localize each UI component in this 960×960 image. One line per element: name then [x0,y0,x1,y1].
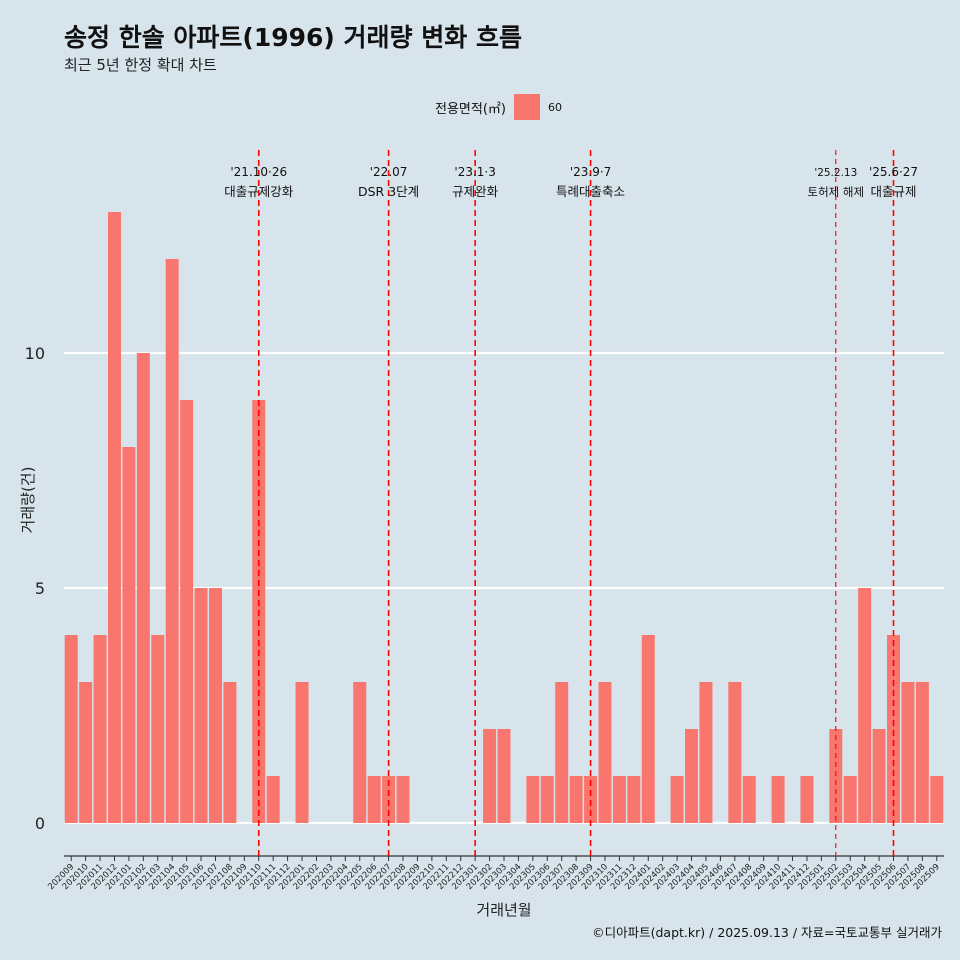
y-axis-title: 거래량(건) [19,467,37,534]
bar-202403 [670,776,684,823]
bar-202404 [685,729,699,823]
bar-202103 [151,635,165,823]
legend-label-60: 60 [547,100,562,114]
chart-title: 송정 한솔 아파트(1996) 거래량 변화 흐름 [64,23,522,52]
event-date-202207: '22.07 [370,165,408,179]
bar-202508 [915,682,929,823]
bar-202105 [180,400,194,823]
bar-202509 [930,776,944,823]
event-label-202110: 대출규제강화 [224,184,294,199]
bar-202011 [93,635,107,823]
event-label-202207: DSR 3단계 [358,184,419,199]
bar-202312 [627,776,641,823]
event-label-202301: 규제완화 [452,184,499,199]
bar-202207 [382,776,396,823]
event-label-202506: 대출규제 [871,184,917,199]
bar-202506 [887,635,900,823]
bar-202111 [266,776,280,823]
bar-202206 [367,776,381,823]
bar-202106 [194,588,208,823]
bar-202307 [555,682,569,823]
event-date-202110: '21.10·26 [230,165,287,179]
bar-202401 [641,635,655,823]
bar-202311 [612,776,626,823]
bar-202108 [223,682,237,823]
legend-key-60 [513,94,540,120]
source-caption: ©디아파트(dapt.kr) / 2025.09.13 / 자료=국토교통부 실… [592,925,942,940]
y-tick-label: 0 [35,814,45,833]
bar-202504 [858,588,872,823]
bar-202010 [79,682,93,823]
bar-202505 [872,729,886,823]
bar-202308 [569,776,583,823]
bar-202303 [497,729,511,823]
x-axis-title: 거래년월 [476,901,531,919]
y-tick-label: 5 [35,579,45,598]
chart-subtitle: 최근 5년 한정 확대 차트 [64,56,217,74]
bar-202101 [122,447,136,823]
bar-202503 [843,776,857,823]
bar-202410 [771,776,785,823]
bar-202302 [483,729,497,823]
bar-202012 [108,212,121,823]
y-tick-label: 10 [25,344,45,363]
bar-202306 [540,776,554,823]
event-date-202309: '23.9·7 [570,165,611,179]
event-date-202301: '23.1·3 [454,165,495,179]
bar-202407 [728,682,742,823]
bar-202201 [295,682,309,823]
bar-202107 [208,588,222,823]
legend: 전용면적(㎡) 60 [435,94,562,120]
bar-202408 [742,776,756,823]
event-date-202502: '25.2.13 [814,167,857,179]
bar-202102 [136,353,150,823]
bar-202208 [396,776,410,823]
event-label-202502: 토허제 해제 [808,185,865,199]
event-date-202506: '25.6·27 [869,165,918,179]
bar-202412 [800,776,814,823]
bar-202305 [526,776,540,823]
legend-title: 전용면적(㎡) [435,101,506,117]
bar-202405 [699,682,713,823]
bar-202309 [584,776,598,823]
bar-202205 [353,682,367,823]
bar-202009 [64,635,78,823]
bar-202310 [598,682,612,823]
event-label-202309: 특례대출축소 [556,184,625,199]
bar-202104 [165,259,179,823]
bar-202507 [901,682,915,823]
